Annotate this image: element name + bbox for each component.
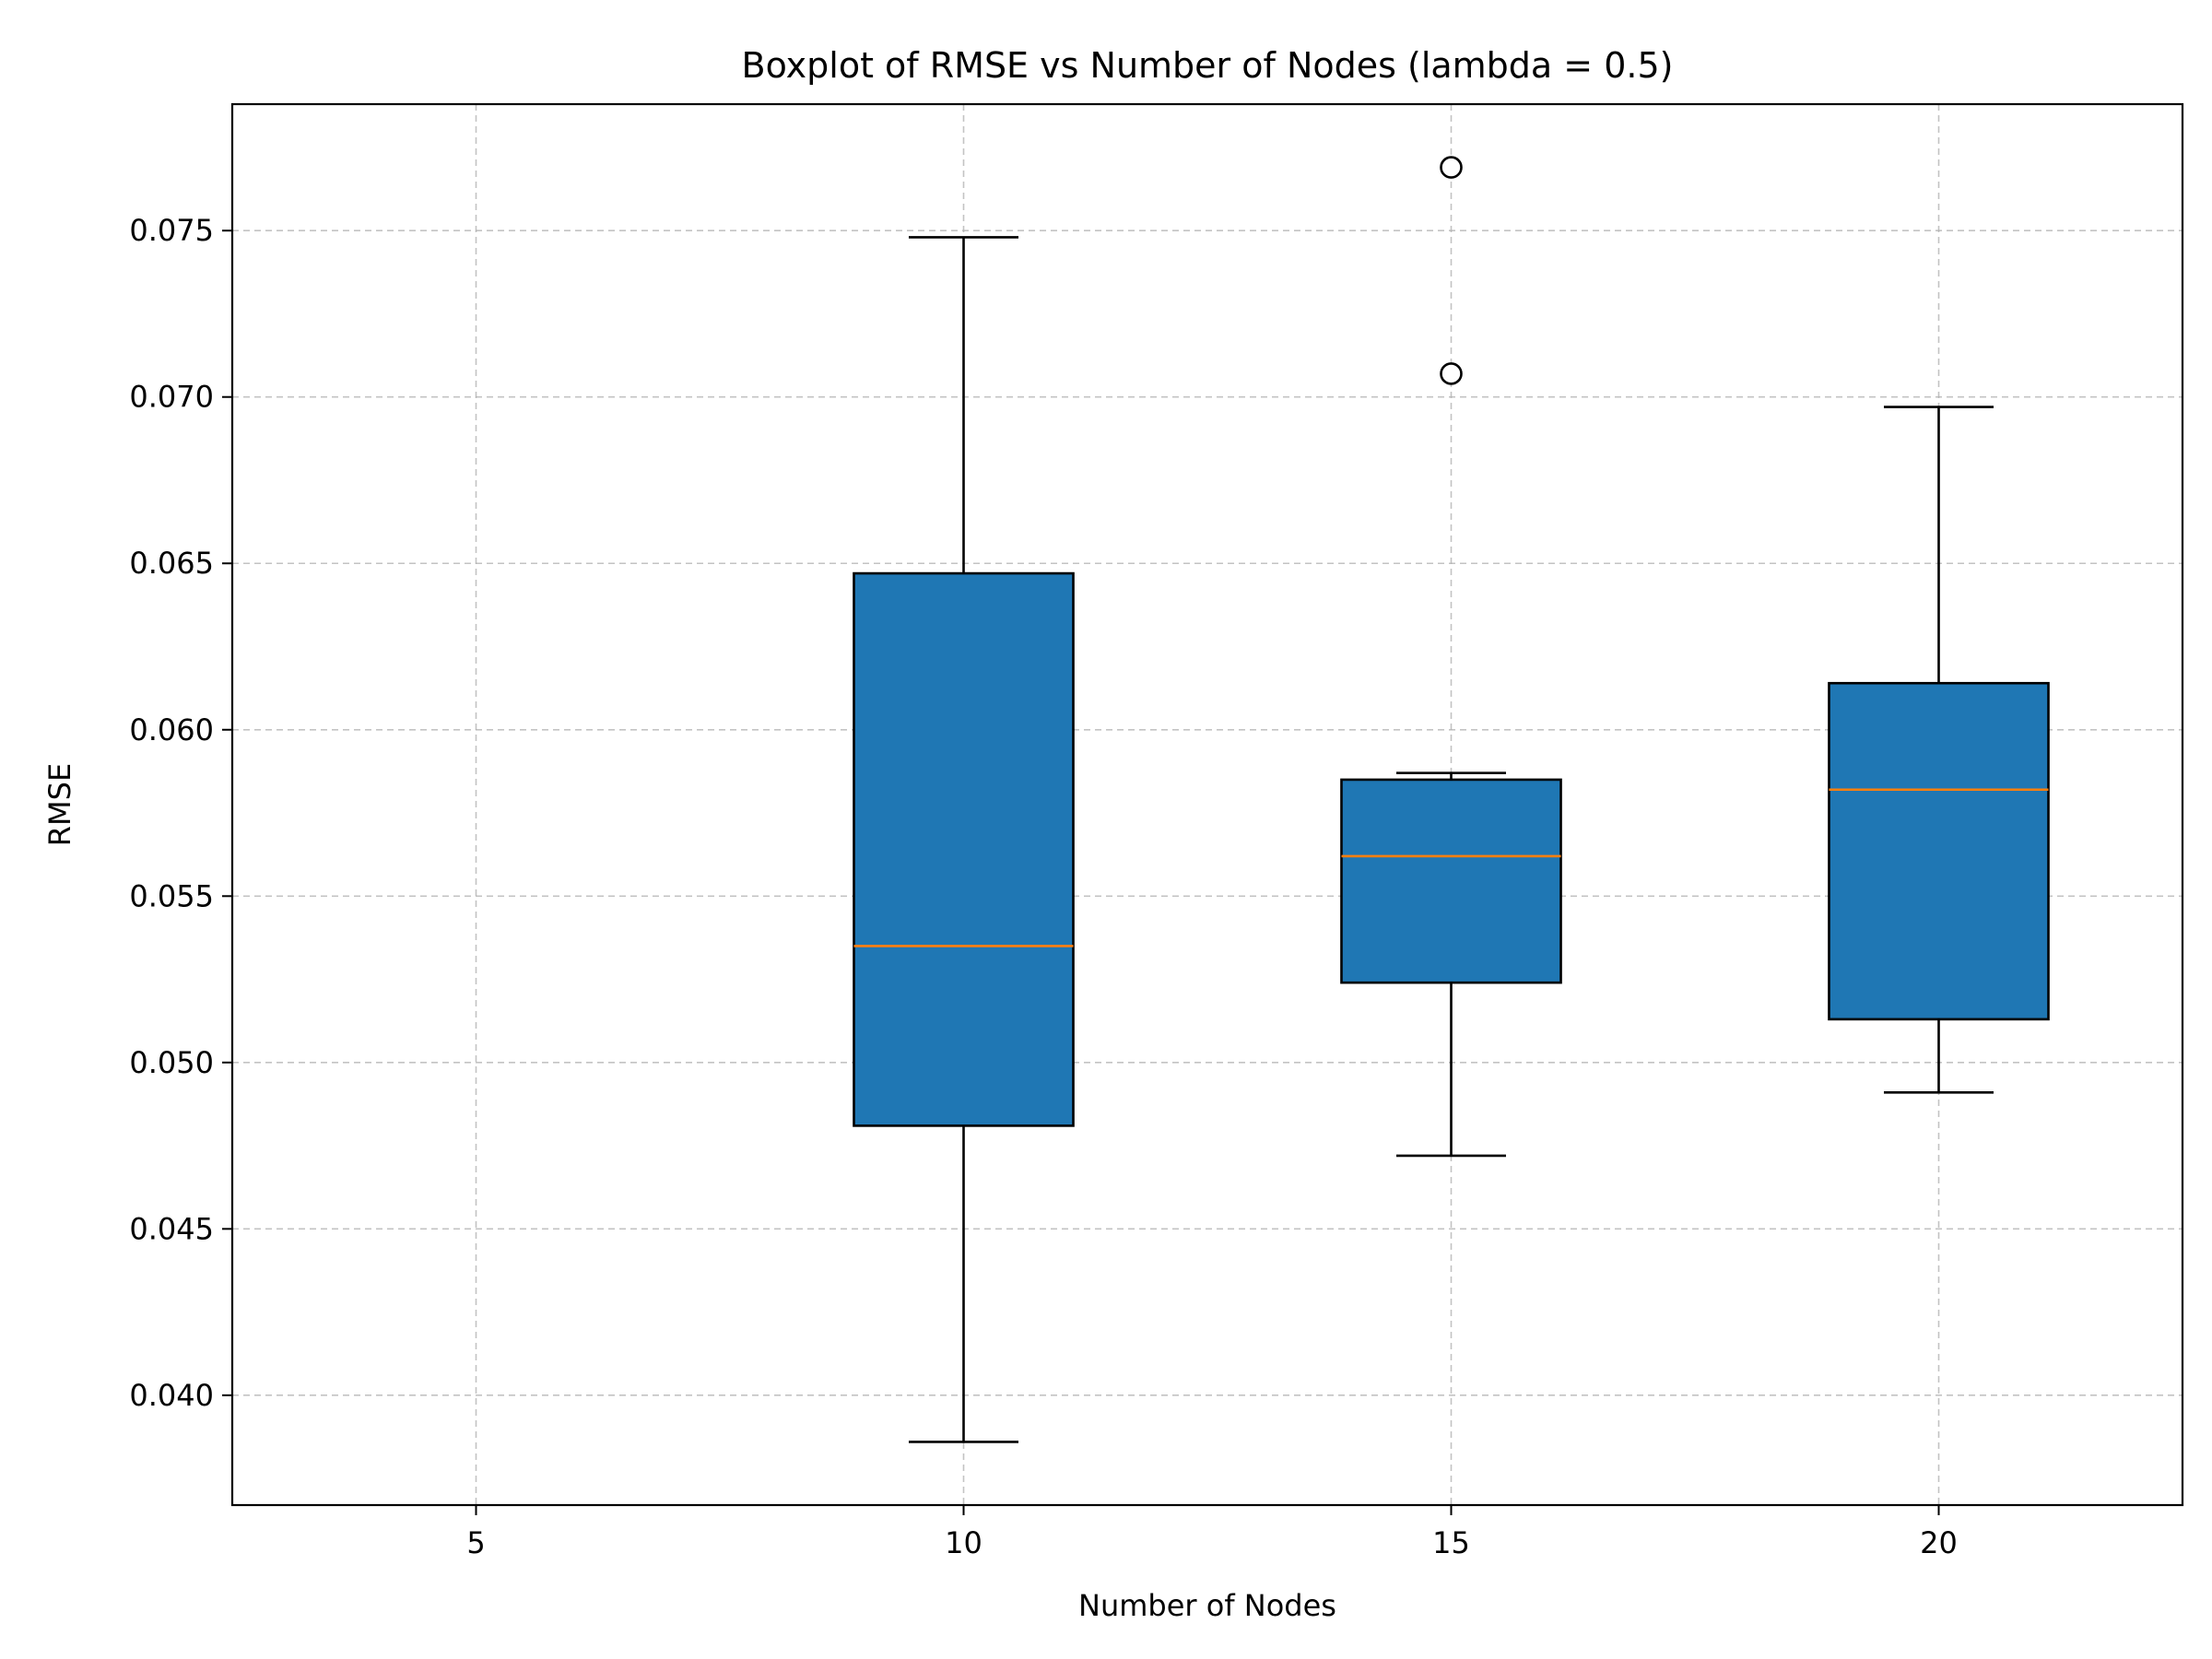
box-group-10: [853, 236, 1075, 1443]
y-tick-label: 0.040: [129, 1378, 214, 1413]
y-tick-label: 0.070: [129, 380, 214, 415]
y-tick-label: 0.065: [129, 546, 214, 581]
chart-title: Boxplot of RMSE vs Number of Nodes (lamb…: [742, 45, 1674, 86]
outlier-point: [1440, 156, 1463, 179]
y-tick-label: 0.075: [129, 213, 214, 248]
iqr-box: [1828, 681, 2050, 1021]
y-tick-label: 0.055: [129, 878, 214, 913]
iqr-box: [1340, 778, 1562, 984]
y-tick-label: 0.045: [129, 1211, 214, 1246]
box-group-20: [1828, 406, 2050, 1094]
plot-area: [853, 156, 2050, 1443]
y-tick-label: 0.050: [129, 1045, 214, 1080]
iqr-box: [853, 571, 1075, 1127]
x-tick-label: 10: [945, 1525, 982, 1560]
x-axis-label: Number of Nodes: [1078, 1588, 1336, 1623]
outlier-point: [1440, 362, 1463, 385]
plot-frame: [230, 102, 2184, 1507]
y-axis-label: RMSE: [42, 763, 77, 846]
box-group-15: [1340, 156, 1562, 1158]
x-tick-label: 15: [1432, 1525, 1470, 1560]
x-tick-label: 5: [466, 1525, 485, 1560]
y-axis: 0.040 0.045 0.050 0.055 0.060 0.065 0.070 0.075: [129, 213, 232, 1413]
grid: [232, 104, 2183, 1505]
y-tick-label: 0.060: [129, 712, 214, 747]
x-axis: 5 10 15 20: [466, 1505, 1958, 1560]
x-tick-label: 20: [1920, 1525, 1958, 1560]
